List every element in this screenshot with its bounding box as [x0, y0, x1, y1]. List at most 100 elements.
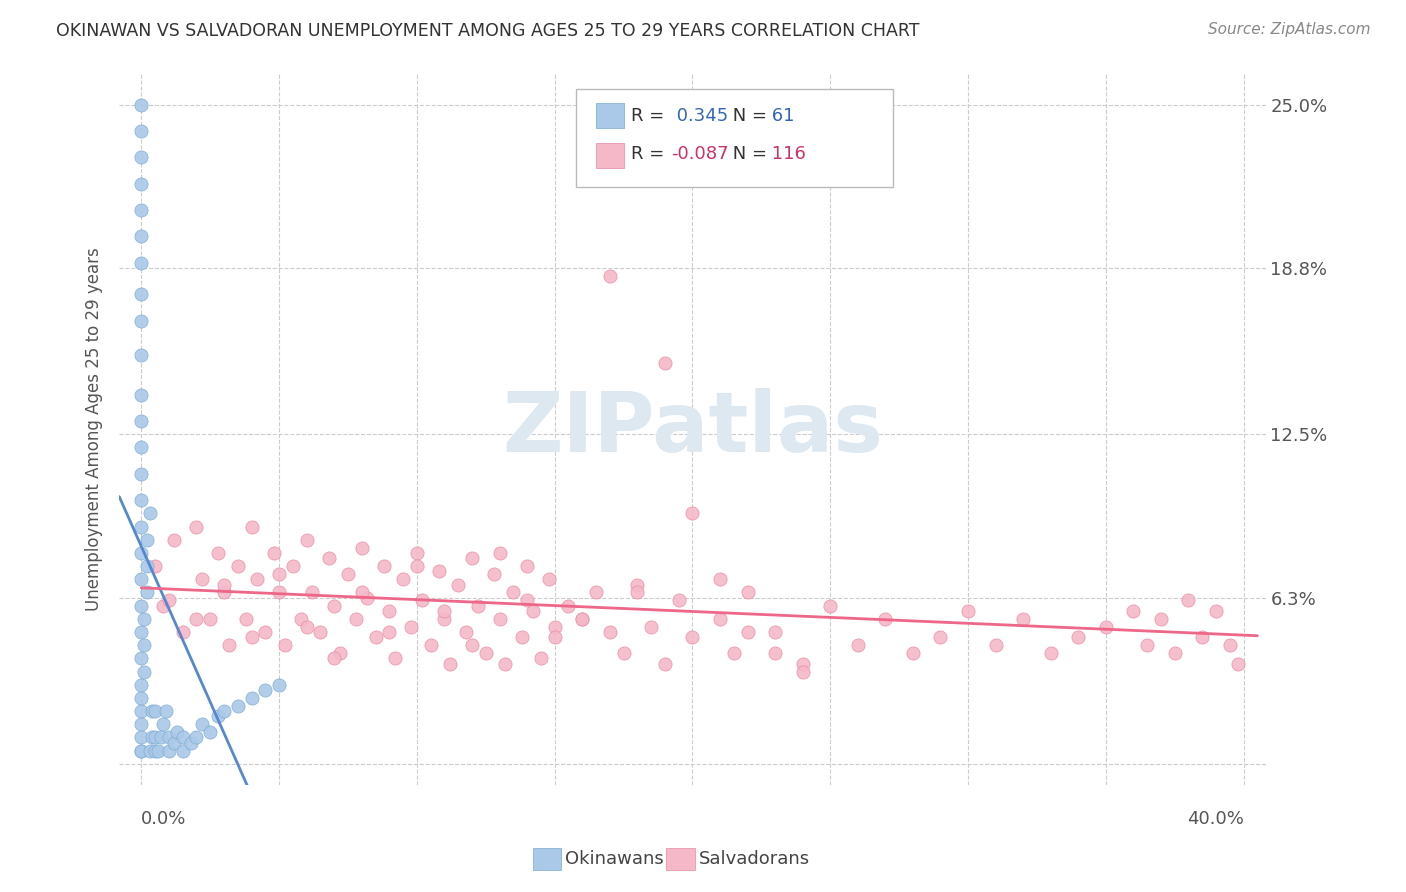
Point: [132, 612, 155, 626]
Point: [131, 744, 153, 758]
Point: [875, 612, 897, 626]
Point: [155, 704, 177, 718]
Point: [172, 744, 194, 758]
Point: [301, 585, 323, 599]
Point: [406, 546, 429, 560]
Point: [792, 665, 814, 679]
Point: [488, 546, 510, 560]
Point: [467, 599, 489, 613]
Text: N =: N =: [727, 145, 773, 163]
Point: [543, 630, 565, 644]
Point: [290, 612, 312, 626]
Point: [131, 97, 153, 112]
Point: [218, 638, 240, 652]
Point: [599, 625, 621, 640]
Point: [392, 572, 415, 586]
Point: [792, 657, 814, 671]
Point: [163, 533, 186, 547]
Point: [135, 533, 157, 547]
Point: [763, 625, 786, 640]
Point: [152, 599, 174, 613]
Point: [488, 612, 510, 626]
Point: [240, 690, 263, 705]
Point: [681, 630, 703, 644]
Point: [350, 585, 373, 599]
Point: [131, 690, 153, 705]
Point: [378, 625, 401, 640]
Point: [131, 203, 153, 218]
Point: [1163, 646, 1185, 660]
Point: [131, 717, 153, 731]
Point: [1012, 612, 1035, 626]
Point: [538, 572, 561, 586]
Point: [1122, 604, 1144, 618]
Point: [654, 356, 676, 370]
Point: [131, 256, 153, 270]
Point: [763, 646, 786, 660]
Point: [131, 651, 153, 665]
Point: [406, 559, 429, 574]
Point: [254, 683, 277, 698]
Point: [131, 124, 153, 138]
Point: [323, 651, 346, 665]
Point: [254, 625, 277, 640]
Point: [191, 717, 214, 731]
Point: [131, 678, 153, 692]
Point: [557, 599, 579, 613]
Point: [378, 604, 401, 618]
Point: [522, 604, 544, 618]
Point: [737, 625, 759, 640]
Point: [433, 612, 456, 626]
Point: [141, 731, 163, 745]
Point: [318, 551, 340, 566]
Text: OKINAWAN VS SALVADORAN UNEMPLOYMENT AMONG AGES 25 TO 29 YEARS CORRELATION CHART: OKINAWAN VS SALVADORAN UNEMPLOYMENT AMON…: [56, 22, 920, 40]
Point: [207, 546, 229, 560]
Point: [1219, 638, 1241, 652]
Point: [135, 559, 157, 574]
Point: [494, 657, 516, 671]
Point: [295, 620, 318, 634]
Point: [200, 612, 222, 626]
Text: -0.087: -0.087: [671, 145, 728, 163]
Point: [138, 506, 160, 520]
Point: [131, 493, 153, 508]
Text: R =: R =: [631, 107, 671, 125]
Point: [295, 533, 318, 547]
Point: [131, 599, 153, 613]
Point: [364, 630, 387, 644]
Point: [599, 268, 621, 283]
Point: [131, 150, 153, 164]
Point: [212, 577, 235, 591]
Point: [626, 577, 648, 591]
Point: [212, 704, 235, 718]
Point: [172, 731, 194, 745]
Point: [281, 559, 304, 574]
Point: [186, 731, 208, 745]
Point: [240, 519, 263, 533]
Point: [157, 744, 180, 758]
Point: [131, 441, 153, 455]
Point: [474, 646, 496, 660]
Point: [447, 577, 470, 591]
Point: [640, 620, 662, 634]
Point: [143, 744, 166, 758]
Text: 116: 116: [766, 145, 806, 163]
Point: [269, 678, 291, 692]
Point: [356, 591, 378, 605]
Point: [456, 625, 478, 640]
Point: [157, 731, 180, 745]
Point: [723, 646, 745, 660]
Point: [143, 559, 166, 574]
Point: [439, 657, 461, 671]
Point: [207, 709, 229, 723]
Point: [654, 657, 676, 671]
Point: [269, 566, 291, 581]
Point: [269, 585, 291, 599]
Point: [384, 651, 406, 665]
Point: [138, 744, 160, 758]
Point: [571, 612, 593, 626]
Point: [956, 604, 979, 618]
Point: [131, 731, 153, 745]
Point: [350, 541, 373, 555]
Point: [482, 566, 505, 581]
